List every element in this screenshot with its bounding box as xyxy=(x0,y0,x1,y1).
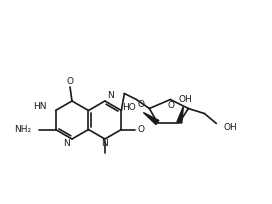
Text: O: O xyxy=(137,100,144,109)
Text: HN: HN xyxy=(33,102,47,111)
Text: HO: HO xyxy=(123,103,136,112)
Text: NH₂: NH₂ xyxy=(14,125,32,134)
Text: OH: OH xyxy=(178,95,192,104)
Polygon shape xyxy=(143,112,159,124)
Text: N: N xyxy=(107,92,114,101)
Text: O: O xyxy=(168,101,175,110)
Text: O: O xyxy=(138,125,145,134)
Text: N: N xyxy=(63,140,70,149)
Text: N: N xyxy=(101,140,108,149)
Text: O: O xyxy=(66,76,73,85)
Text: OH: OH xyxy=(223,123,237,132)
Polygon shape xyxy=(177,106,183,123)
